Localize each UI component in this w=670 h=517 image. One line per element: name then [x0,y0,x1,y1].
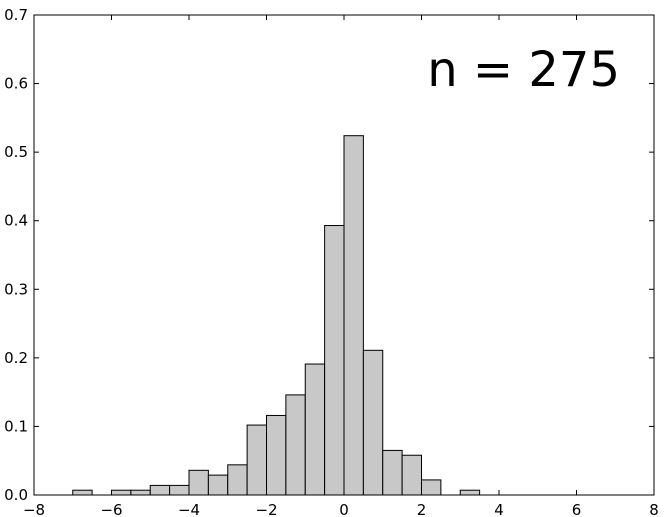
histogram-bar-8 [246,424,267,496]
y-tick-label: 0.4 [4,212,28,230]
histogram-bar-3 [149,484,171,496]
histogram-bar-12 [324,225,345,496]
histogram-bar-2 [130,489,151,496]
histogram-bar-10 [285,394,306,496]
y-tick-label: 0.6 [4,75,28,93]
y-tick-label: 0.3 [4,280,28,298]
x-tick-label: −6 [100,501,122,517]
y-tick-label: 0.5 [4,143,28,161]
histogram-bar-1 [111,489,132,496]
x-tick-label: −2 [255,501,277,517]
histogram-bar-15 [382,449,403,496]
y-tick-labels: 0.0 0.1 0.2 0.3 0.4 0.5 0.6 0.7 [4,6,28,504]
histogram-bar-9 [266,414,287,496]
histogram-bar-16 [401,454,422,496]
x-tick-label: 8 [649,501,659,517]
x-tick-labels: −8 −6 −4 −2 0 2 4 6 8 [23,501,659,517]
x-tick-label: 4 [494,501,504,517]
histogram-bar-4 [169,484,190,496]
y-tick-label: 0.1 [4,417,28,435]
y-tick-label: 0.0 [4,486,28,504]
histogram-bar-7 [227,464,248,496]
sample-size-annotation: n = 275 [427,42,620,98]
histogram-bar-17 [421,479,442,496]
axis-ticks [33,14,655,496]
x-tick-label: −8 [23,501,45,517]
x-tick-label: −4 [178,501,200,517]
histogram-bar-13 [343,135,364,496]
x-tick-label: 2 [417,501,427,517]
histogram-bar-18 [459,489,481,496]
histogram-bar-11 [304,363,326,496]
histogram-bar-14 [362,349,384,496]
y-tick-label: 0.7 [4,6,28,24]
x-tick-label: 0 [339,501,349,517]
y-tick-label: 0.2 [4,349,28,367]
histogram-bar-6 [207,474,229,496]
x-tick-label: 6 [572,501,582,517]
histogram-bars [72,135,481,496]
histogram-bar-0 [72,489,93,496]
histogram-bar-5 [188,469,209,496]
